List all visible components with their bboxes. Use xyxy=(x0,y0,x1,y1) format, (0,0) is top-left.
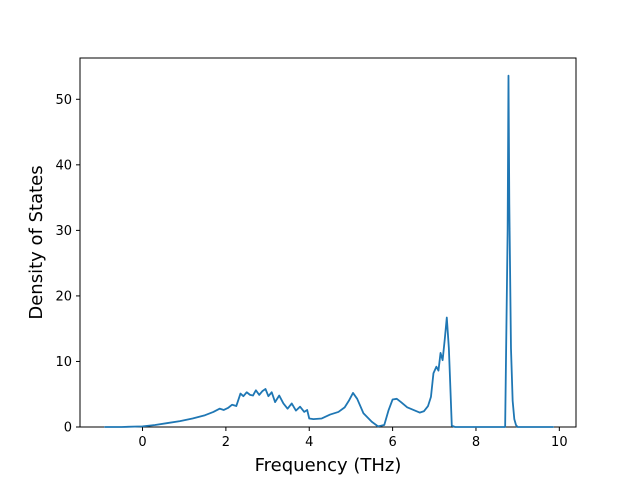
x-axis-label: Frequency (THz) xyxy=(255,455,402,476)
x-tick-label: 8 xyxy=(472,435,480,450)
y-axis-label: Density of States xyxy=(26,165,47,319)
y-tick-label: 0 xyxy=(64,421,72,436)
y-tick-label: 20 xyxy=(55,289,72,304)
plot-frame xyxy=(79,57,577,428)
x-tick-label: 10 xyxy=(551,435,568,450)
series-line xyxy=(104,74,554,428)
x-tick-label: 6 xyxy=(388,435,396,450)
y-axis-ticks: 0 10 20 30 40 50 xyxy=(55,93,80,436)
y-tick-label: 40 xyxy=(55,158,72,173)
x-tick-label: 4 xyxy=(305,435,313,450)
series-layer xyxy=(104,74,554,428)
x-tick-label: 2 xyxy=(222,435,230,450)
x-axis-ticks: 0 2 4 6 8 10 xyxy=(138,427,568,450)
y-tick-label: 30 xyxy=(55,224,72,239)
y-tick-label: 50 xyxy=(55,93,72,108)
x-tick-label: 0 xyxy=(138,435,146,450)
y-tick-label: 10 xyxy=(55,355,72,370)
